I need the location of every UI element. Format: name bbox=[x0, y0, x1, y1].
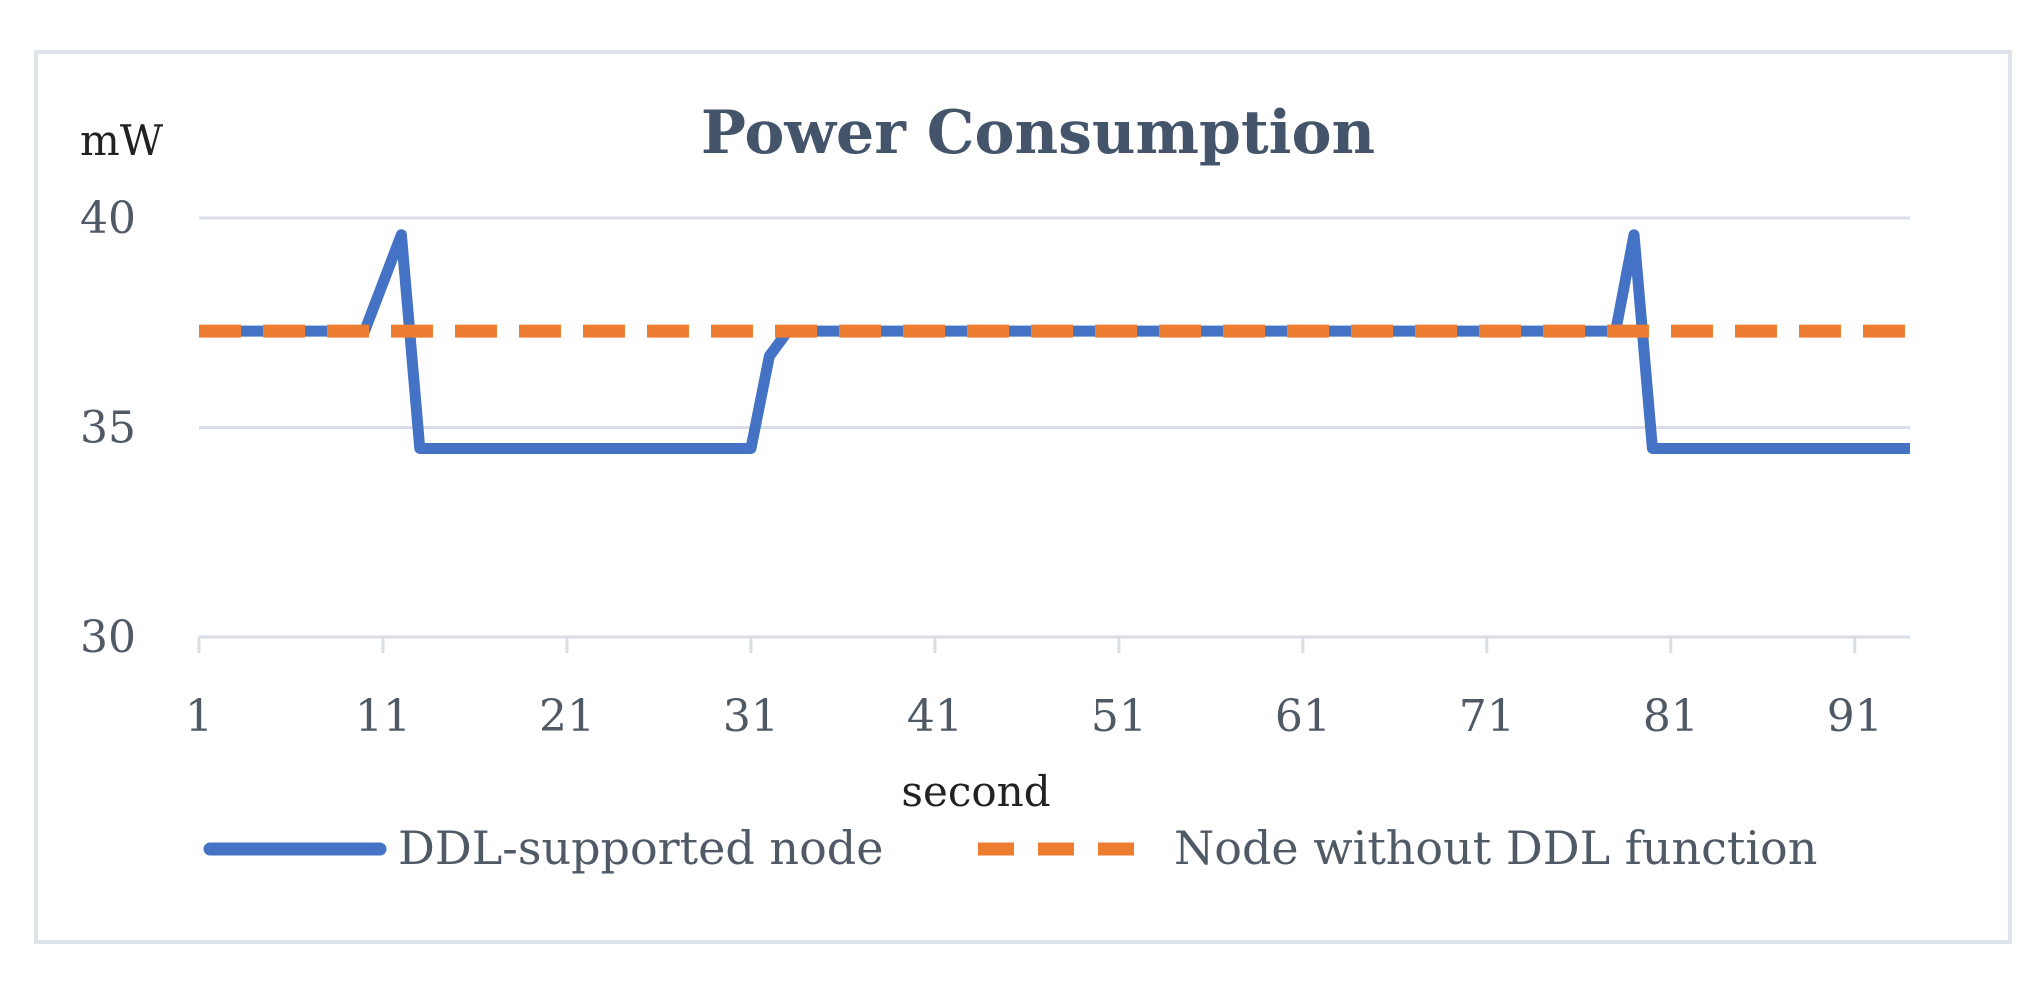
x-tick-label: 81 bbox=[1643, 691, 1699, 742]
x-axis-label: second bbox=[901, 767, 1050, 816]
y-axis-ticks: 30 35 40 bbox=[80, 193, 136, 663]
x-tick-label: 1 bbox=[185, 691, 213, 742]
x-tick-label: 91 bbox=[1827, 691, 1883, 742]
series-lines bbox=[199, 229, 1910, 454]
x-tick-label: 71 bbox=[1459, 691, 1515, 742]
y-tick-label: 35 bbox=[80, 403, 136, 454]
x-tick-label: 31 bbox=[723, 691, 779, 742]
y-tick-label: 40 bbox=[80, 193, 136, 244]
x-tick-label: 21 bbox=[539, 691, 595, 742]
x-tick-label: 11 bbox=[355, 691, 411, 742]
legend-label-1: Node without DDL function bbox=[1174, 821, 1817, 875]
x-tick-label: 61 bbox=[1275, 691, 1331, 742]
chart-frame bbox=[34, 50, 2012, 944]
chart-title: Power Consumption bbox=[701, 98, 1375, 168]
x-tick-label: 41 bbox=[907, 691, 963, 742]
x-tick-label: 51 bbox=[1091, 691, 1147, 742]
series-line-0 bbox=[199, 229, 1910, 454]
x-axis-ticks: 1 11 21 31 41 51 61 71 81 91 bbox=[185, 637, 1883, 742]
gridlines bbox=[199, 216, 1910, 429]
legend-label-0: DDL-supported node bbox=[398, 821, 883, 875]
y-tick-label: 30 bbox=[80, 612, 136, 663]
y-axis-unit-label: mW bbox=[80, 116, 164, 165]
legend: DDL-supported node Node without DDL funct… bbox=[203, 821, 1817, 875]
